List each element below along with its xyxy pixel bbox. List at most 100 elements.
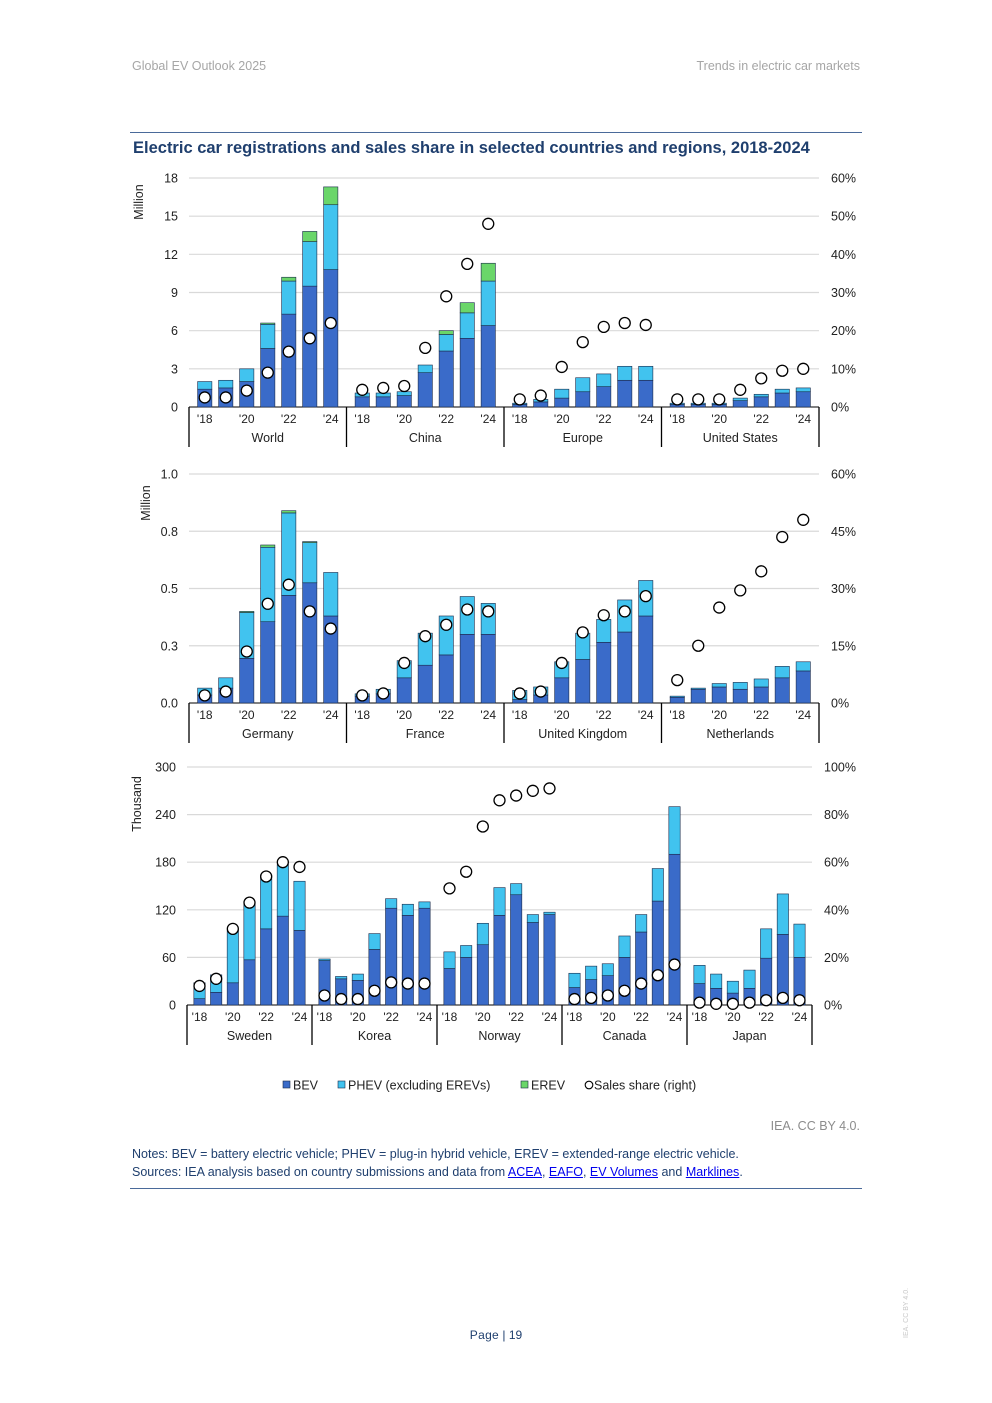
group-label: Netherlands [707, 727, 774, 741]
share-marker [618, 605, 631, 618]
sources-separator: , [582, 1165, 590, 1179]
share-marker [282, 578, 295, 591]
legend-erev-swatch [520, 1080, 529, 1089]
phev-bar [635, 914, 648, 933]
x-tick-label: '20 [554, 412, 570, 426]
share-marker [693, 996, 706, 1009]
bev-bar [438, 350, 454, 408]
phev-bar [568, 972, 581, 988]
share-marker [513, 687, 526, 700]
share-marker [726, 997, 739, 1010]
phev-bar [260, 546, 276, 623]
share-marker [692, 393, 705, 406]
y-tick-label: 18 [164, 172, 178, 186]
y2-tick-label: 60% [824, 856, 849, 870]
y-tick-label: 60 [162, 951, 176, 965]
x-tick-label: '22 [281, 708, 297, 722]
phev-bar [526, 914, 539, 923]
group-label: Sweden [227, 1029, 272, 1043]
group-label: Germany [242, 727, 294, 741]
bev-bar [732, 688, 748, 704]
share-marker [282, 345, 295, 358]
share-marker [198, 391, 211, 404]
phev-bar [335, 976, 348, 980]
erev-bar [302, 541, 318, 543]
share-marker [534, 389, 547, 402]
charts-canvas: 0 3 6 9 12 15 18 0% 10% 20% 30% 40% 50% 60% Million '18… [130, 172, 856, 1093]
page-value: 19 [508, 1328, 523, 1342]
share-marker [303, 332, 316, 345]
share-marker [276, 856, 289, 869]
share-marker [335, 992, 348, 1006]
erev-bar [459, 302, 475, 314]
y-tick-label: 0.0 [161, 697, 178, 711]
group-label: United States [703, 431, 778, 445]
x-tick-label: '24 [542, 1010, 558, 1024]
y-tick-label: 0 [171, 401, 178, 415]
phev-bar [776, 893, 789, 935]
bev-bar [302, 582, 318, 704]
phev-bar [418, 901, 431, 909]
source-link-acea[interactable]: ACEA [507, 1165, 542, 1179]
bev-bar [753, 686, 769, 704]
x-tick-label: '18 [354, 708, 370, 722]
phev-bar [443, 951, 456, 969]
share-marker [493, 794, 506, 807]
y2-tick-label: 20% [831, 324, 856, 338]
share-marker [377, 381, 390, 395]
bev-bar [554, 677, 570, 704]
share-marker [618, 316, 631, 330]
source-link-ev-volumes[interactable]: EV Volumes [589, 1165, 658, 1179]
share-marker [713, 393, 726, 406]
erev-bar [281, 510, 297, 514]
bev-bar [596, 642, 612, 704]
phev-bar [493, 887, 506, 916]
share-marker [419, 630, 432, 643]
x-tick-label: '18 [197, 708, 213, 722]
source-link-eafo[interactable]: EAFO [548, 1165, 583, 1179]
x-tick-label: '22 [758, 1010, 774, 1024]
erev-bar [260, 322, 276, 325]
legend-label: Sales share (right) [594, 1079, 696, 1093]
phev-bar [351, 973, 364, 981]
y-tick-label: 0.5 [161, 582, 178, 596]
x-tick-label: '24 [323, 708, 339, 722]
phev-bar [596, 373, 612, 387]
bev-bar [385, 907, 398, 1006]
y-tick-label: 0.3 [161, 639, 178, 653]
phev-bar [510, 883, 523, 896]
share-marker [635, 977, 648, 990]
share-marker [482, 217, 495, 230]
bev-bar [281, 595, 297, 704]
y-tick-label: 180 [155, 856, 176, 870]
bev-bar [226, 982, 239, 1006]
bev-bar [753, 396, 769, 408]
source-link-marklines[interactable]: Marklines [685, 1165, 740, 1179]
phev-bar [480, 280, 496, 326]
phev-bar [226, 930, 239, 984]
y-tick-label: 15 [164, 210, 178, 224]
x-tick-label: '24 [795, 708, 811, 722]
y2-tick-label: 0% [831, 401, 849, 415]
x-tick-label: '22 [596, 708, 612, 722]
x-tick-label: '18 [512, 412, 528, 426]
bottom-rule [130, 1188, 862, 1189]
phev-bar [438, 334, 454, 352]
legend-share-swatch [584, 1080, 594, 1090]
x-tick-label: '22 [508, 1010, 524, 1024]
share-marker [368, 984, 381, 997]
share-marker [743, 996, 756, 1009]
phev-bar [668, 806, 681, 855]
phev-bar [197, 381, 213, 390]
header-report-title: Global EV Outlook 2025 [132, 59, 267, 73]
phev-bar [774, 388, 790, 394]
phev-bar [774, 666, 790, 679]
x-tick-label: '20 [711, 708, 727, 722]
y2-tick-label: 100% [824, 761, 856, 775]
erev-bar [323, 186, 339, 206]
bev-bar [401, 915, 414, 1006]
x-tick-label: '20 [725, 1010, 741, 1024]
bev-bar [260, 621, 276, 704]
legend-bev-swatch [282, 1080, 291, 1089]
bev-bar [480, 325, 496, 408]
